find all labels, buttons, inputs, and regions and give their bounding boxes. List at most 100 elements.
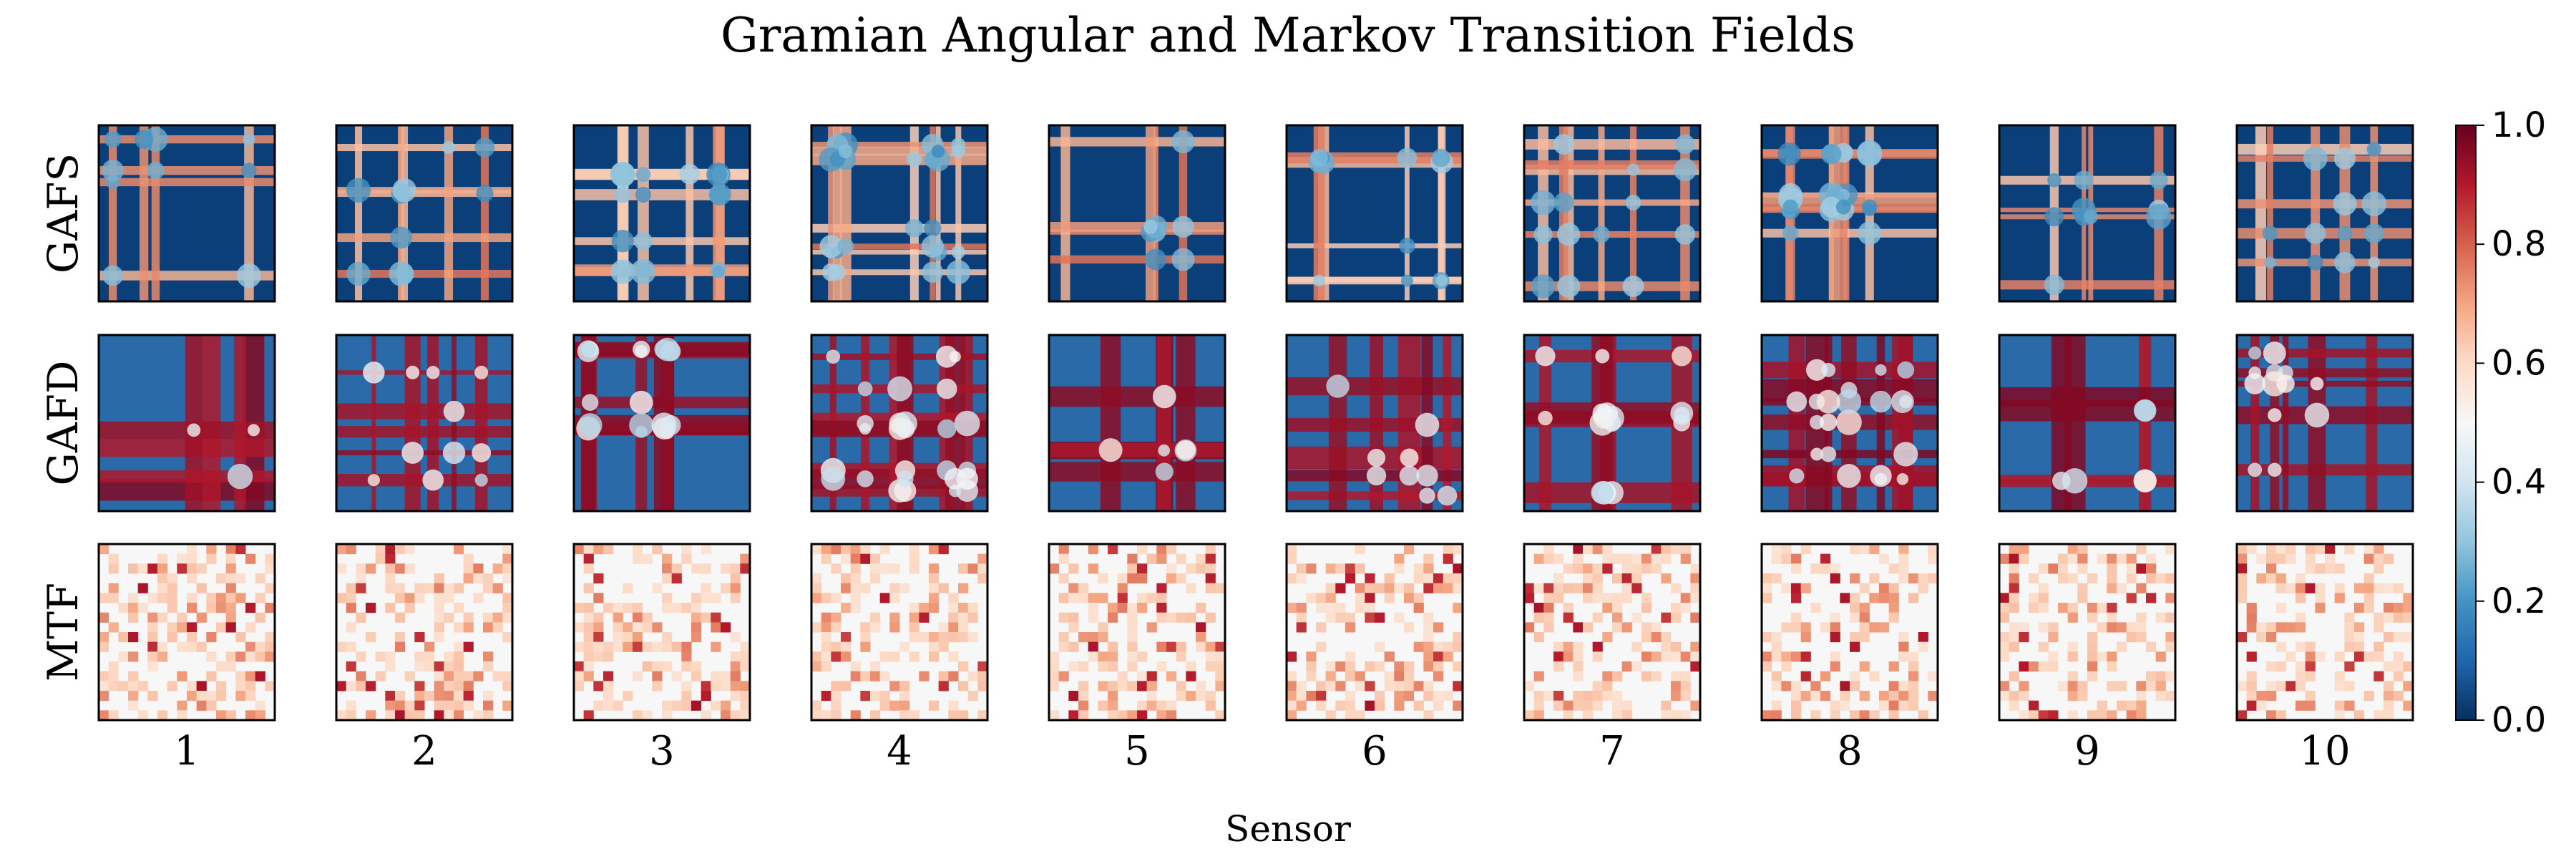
heatmap-cell	[1840, 593, 1850, 603]
heatmap-cell	[623, 622, 633, 633]
heatmap-cell	[1058, 632, 1069, 643]
heatmap-cell	[414, 681, 425, 691]
heatmap-cell	[2117, 583, 2127, 593]
heatmap-cell	[1592, 651, 1603, 662]
heatmap-cell	[1137, 573, 1148, 584]
heatmap-cell	[711, 700, 721, 711]
heatmap-cell	[701, 544, 711, 555]
heatmap-cell	[444, 700, 454, 711]
heatmap-cell	[967, 671, 978, 681]
heatmap-cell	[633, 632, 643, 643]
heatmap-cell	[1879, 700, 1890, 711]
heatmap-cell	[2048, 632, 2059, 643]
heatmap-cell	[2058, 681, 2069, 691]
heatmap-cell	[265, 632, 275, 643]
heatmap-cell	[2107, 710, 2117, 720]
heatmap-cell	[2393, 651, 2404, 662]
heatmap-cell	[147, 661, 158, 672]
panel-frame	[810, 543, 989, 722]
heatmap-cell	[1146, 593, 1157, 603]
heatmap-cell	[1671, 671, 1682, 681]
heatmap-cell	[356, 671, 366, 681]
heatmap-blob	[1595, 349, 1610, 364]
heatmap-cell	[2146, 671, 2157, 681]
heatmap-cell	[1355, 603, 1365, 613]
heatmap-cell	[1433, 691, 1444, 702]
heatmap-cell	[502, 681, 512, 691]
heatmap-cell	[1651, 622, 1662, 633]
heatmap-cell	[2246, 603, 2257, 613]
heatmap-blob	[1893, 442, 1918, 467]
heatmap-cell	[860, 544, 871, 555]
heatmap-cell	[385, 700, 396, 711]
heatmap-cell	[1108, 691, 1118, 702]
heatmap-cell	[958, 583, 969, 593]
heatmap-cell	[99, 681, 109, 691]
heatmap-blob	[442, 441, 466, 465]
heatmap-cell	[2067, 544, 2078, 555]
heatmap-cell	[2019, 681, 2029, 691]
heatmap-cell	[623, 632, 633, 643]
heatmap-cell	[1049, 681, 1060, 691]
heatmap-cell	[483, 573, 494, 584]
heatmap-cell	[1325, 710, 1336, 720]
heatmap-cell	[235, 681, 246, 691]
panel-frame	[97, 334, 276, 513]
heatmap-cell	[889, 681, 900, 691]
heatmap-cell	[1888, 661, 1899, 672]
panel-gafs-4	[810, 124, 989, 303]
heatmap-cell	[502, 700, 512, 711]
heatmap-cell	[2165, 573, 2175, 584]
heatmap-band	[811, 142, 987, 148]
panel-gafd-2	[335, 334, 514, 513]
heatmap-cell	[2048, 622, 2059, 633]
heatmap-cell	[811, 583, 822, 593]
heatmap-cell	[2117, 700, 2127, 711]
heatmap-cell	[2384, 681, 2394, 691]
panel-gafd-6	[1285, 334, 1464, 513]
heatmap-cell	[1098, 661, 1108, 672]
heatmap-cell	[1781, 651, 1792, 662]
heatmap-cell	[1316, 641, 1327, 652]
heatmap-blob	[829, 263, 846, 281]
heatmap-cell	[2344, 700, 2355, 711]
heatmap-cell	[603, 641, 614, 652]
heatmap-blob	[610, 259, 635, 284]
heatmap-cell	[2029, 700, 2039, 711]
heatmap-cell	[958, 603, 969, 613]
heatmap-cell	[821, 651, 831, 662]
heatmap-cell	[701, 593, 711, 603]
heatmap-cell	[1049, 661, 1060, 672]
heatmap-band	[1524, 139, 1700, 150]
heatmap-cell	[821, 553, 831, 564]
heatmap-cell	[1453, 544, 1463, 555]
heatmap-cell	[2275, 603, 2286, 613]
heatmap-cell	[1573, 622, 1584, 633]
heatmap-cell	[502, 553, 512, 564]
heatmap-cell	[225, 603, 236, 613]
heatmap-cell	[1928, 544, 1938, 555]
heatmap-cell	[1453, 641, 1463, 652]
heatmap-cell	[1690, 573, 1700, 584]
heatmap-blob	[102, 265, 124, 286]
heatmap-blob	[1875, 364, 1887, 376]
heatmap-cell	[1325, 612, 1336, 623]
heatmap-cell	[1533, 612, 1544, 623]
heatmap-cell	[1049, 563, 1060, 574]
heatmap-cell	[99, 632, 109, 643]
heatmap-cell	[454, 661, 464, 672]
heatmap-cell	[574, 661, 585, 672]
heatmap-cell	[366, 681, 376, 691]
heatmap-cell	[1146, 622, 1157, 633]
heatmap-cell	[1602, 563, 1613, 574]
heatmap-cell	[1999, 681, 2010, 691]
heatmap-cell	[1533, 700, 1544, 711]
heatmap-band	[909, 125, 919, 301]
heatmap-cell	[1850, 641, 1860, 652]
panel-frame	[335, 543, 514, 722]
heatmap-band	[1524, 160, 1700, 170]
heatmap-cell	[1068, 563, 1079, 574]
heatmap-band	[1443, 335, 1452, 511]
heatmap-cell	[1166, 573, 1177, 584]
heatmap-cell	[385, 691, 396, 702]
